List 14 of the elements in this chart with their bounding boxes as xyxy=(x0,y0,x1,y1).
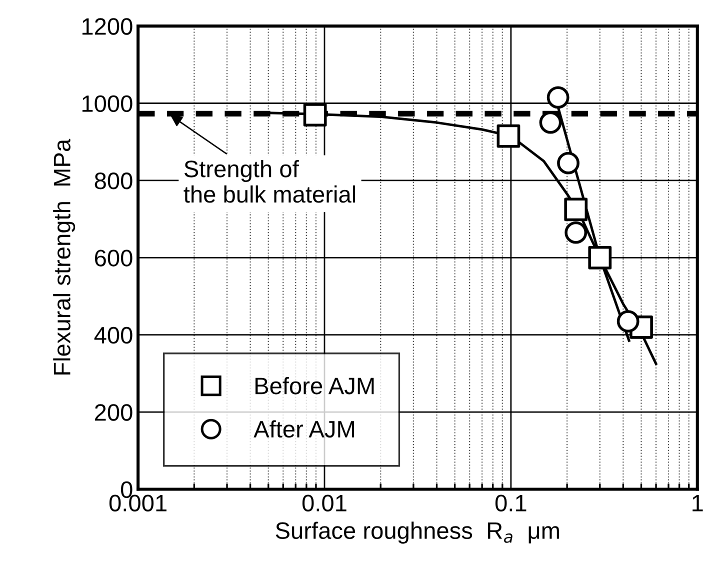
legend-label: Before AJM xyxy=(256,377,374,394)
ref-line-label: Strength of the bulk material xyxy=(184,160,356,203)
x-tick-label: 0.01 xyxy=(302,494,346,512)
legend-label: After AJM xyxy=(254,420,354,438)
y-axis-title: Flexural strength MPa xyxy=(53,138,76,374)
y-tick-label: 1000 xyxy=(82,95,132,112)
y-tick-label: 600 xyxy=(95,250,132,266)
y-tick-label: 800 xyxy=(94,172,132,190)
x-axis-title: Surface roughness R$_{a}$ μm xyxy=(276,522,559,544)
y-tick-label: 200 xyxy=(94,404,132,421)
y-tick-label: 1200 xyxy=(82,18,132,35)
x-tick-label: 0.1 xyxy=(495,494,526,512)
x-tick-label: 1 xyxy=(692,494,703,512)
y-tick-label: 400 xyxy=(94,326,132,344)
